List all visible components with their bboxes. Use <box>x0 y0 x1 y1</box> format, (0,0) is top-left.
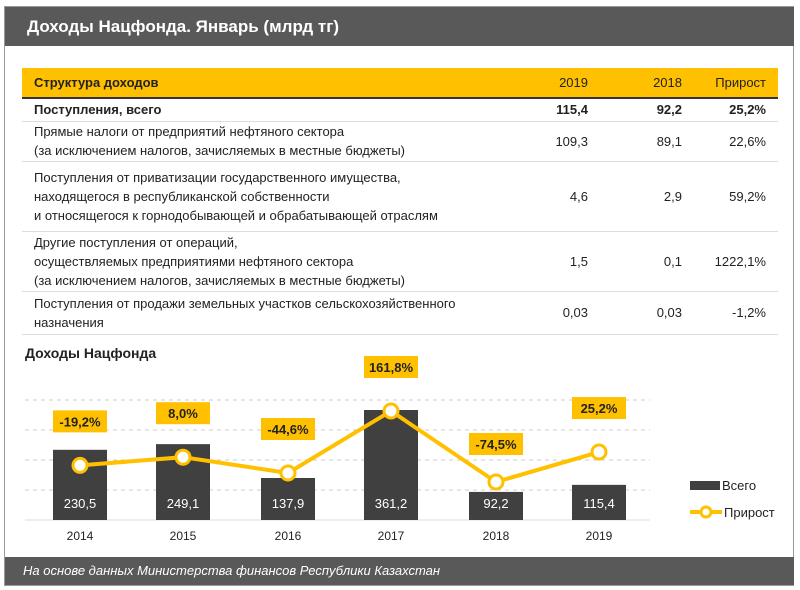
row-label: Поступления, всего <box>22 98 506 122</box>
table-row: Поступления от приватизации государствен… <box>22 161 778 232</box>
column-header-structure: Структура доходов <box>22 68 506 99</box>
value-growth: -1,2% <box>694 291 778 335</box>
value-growth: 22,6% <box>694 121 778 162</box>
growth-label-box <box>53 410 107 433</box>
value-2019: 115,4 <box>506 98 600 122</box>
row-label: Прямые налоги от предприятий нефтяного с… <box>22 121 506 162</box>
legend-label-growth: Прирост <box>724 505 775 520</box>
growth-label: 8,0% <box>168 406 198 421</box>
bar-2016 <box>261 478 315 520</box>
table-row: Поступления, всего 115,4 92,2 25,2% <box>22 98 778 122</box>
x-tick-label: 2016 <box>275 529 302 543</box>
growth-label-box <box>572 397 626 420</box>
x-tick-label: 2014 <box>67 529 94 543</box>
value-2018: 89,1 <box>600 121 694 162</box>
growth-point <box>174 448 192 466</box>
growth-line <box>79 408 600 485</box>
bar-label: 137,9 <box>272 496 305 511</box>
bar-2018 <box>469 491 523 520</box>
income-structure-table: Структура доходов 2019 2018 Прирост Пост… <box>22 68 778 335</box>
value-growth: 59,2% <box>694 161 778 232</box>
legend-bar-swatch <box>690 481 720 490</box>
bar-label: 230,5 <box>64 496 97 511</box>
row-label: Другие поступления от операций, осуществ… <box>22 231 506 292</box>
column-header-growth: Прирост <box>694 68 778 99</box>
bar-label: 361,2 <box>375 496 408 511</box>
value-2019: 0,03 <box>506 291 600 335</box>
growth-label-box <box>364 355 418 378</box>
growth-label-box <box>261 418 315 441</box>
growth-label: -74,5% <box>475 437 517 452</box>
growth-label: 161,8% <box>369 360 414 375</box>
column-header-2019: 2019 <box>506 68 600 99</box>
value-growth: 25,2% <box>694 98 778 122</box>
column-header-2018: 2018 <box>600 68 694 99</box>
x-tick-label: 2019 <box>586 529 613 543</box>
value-2019: 4,6 <box>506 161 600 232</box>
growth-point <box>590 443 608 461</box>
value-growth: 1222,1% <box>694 231 778 292</box>
x-tick-label: 2015 <box>170 529 197 543</box>
bar-2019 <box>572 484 626 520</box>
row-label: Поступления от продажи земельных участко… <box>22 291 506 335</box>
growth-label: -19,2% <box>59 414 101 429</box>
card-frame <box>4 6 794 586</box>
growth-label: -44,6% <box>267 422 309 437</box>
source-footer: На основе данных Министерства финансов Р… <box>5 557 794 585</box>
growth-point <box>382 402 400 420</box>
page-title: Доходы Нацфонда. Январь (млрд тг) <box>5 7 794 46</box>
growth-label-box <box>156 402 210 425</box>
legend-label-total: Всего <box>722 478 756 493</box>
table-row: Прямые налоги от предприятий нефтяного с… <box>22 121 778 162</box>
bar-2017 <box>364 410 418 520</box>
legend-line-marker <box>699 505 713 519</box>
table-row: Другие поступления от операций, осуществ… <box>22 231 778 292</box>
growth-point <box>487 473 505 491</box>
growth-label-box <box>469 432 523 455</box>
row-label: Поступления от приватизации государствен… <box>22 161 506 232</box>
growth-point <box>279 464 297 482</box>
value-2018: 0,03 <box>600 291 694 335</box>
value-2019: 1,5 <box>506 231 600 292</box>
bar-label: 115,4 <box>583 496 615 511</box>
value-2018: 0,1 <box>600 231 694 292</box>
chart-title: Доходы Нацфонда <box>25 345 157 361</box>
value-2018: 2,9 <box>600 161 694 232</box>
table-row: Поступления от продажи земельных участко… <box>22 291 778 335</box>
bar-label: 92,2 <box>483 496 508 511</box>
table-header-row: Структура доходов 2019 2018 Прирост <box>22 68 778 99</box>
x-tick-label: 2018 <box>483 529 510 543</box>
value-2019: 109,3 <box>506 121 600 162</box>
growth-label: 25,2% <box>581 401 618 416</box>
growth-point <box>71 456 89 474</box>
bar-label: 249,1 <box>167 496 200 511</box>
value-2018: 92,2 <box>600 98 694 122</box>
x-tick-label: 2017 <box>378 529 405 543</box>
